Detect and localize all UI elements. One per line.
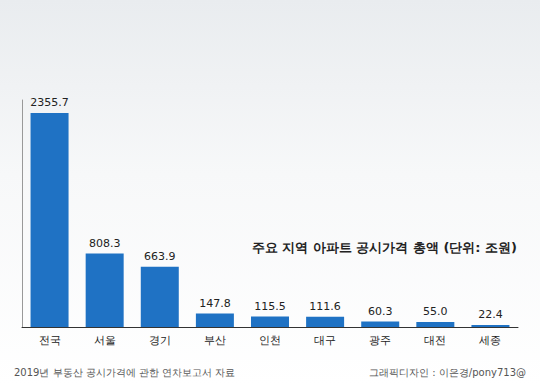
svg-text:60.3: 60.3 — [368, 305, 393, 318]
svg-text:서울: 서울 — [94, 334, 116, 347]
svg-text:147.8: 147.8 — [199, 297, 231, 310]
svg-text:22.4: 22.4 — [478, 308, 503, 321]
svg-text:세종: 세종 — [479, 334, 501, 347]
svg-text:광주: 광주 — [369, 334, 391, 347]
svg-text:경기: 경기 — [149, 334, 171, 347]
svg-text:111.6: 111.6 — [309, 300, 341, 313]
svg-text:2019년 부동산 공시가격에 관한 연차보고서 자료: 2019년 부동산 공시가격에 관한 연차보고서 자료 — [14, 367, 235, 378]
svg-text:그래픽디자인 : 이은경/pony713@: 그래픽디자인 : 이은경/pony713@ — [369, 367, 526, 378]
svg-text:대구: 대구 — [314, 334, 336, 347]
svg-text:주요 지역 아파트 공시가격 총액 (단위: 조원): 주요 지역 아파트 공시가격 총액 (단위: 조원) — [252, 240, 517, 255]
svg-text:인천: 인천 — [259, 334, 281, 347]
svg-text:대전: 대전 — [424, 334, 446, 347]
svg-text:55.0: 55.0 — [423, 305, 448, 318]
svg-text:전국: 전국 — [39, 334, 61, 347]
svg-text:808.3: 808.3 — [89, 237, 121, 250]
svg-text:115.5: 115.5 — [254, 300, 286, 313]
svg-text:663.9: 663.9 — [144, 250, 176, 263]
svg-text:부산: 부산 — [204, 334, 226, 347]
svg-text:2355.7: 2355.7 — [30, 96, 69, 109]
